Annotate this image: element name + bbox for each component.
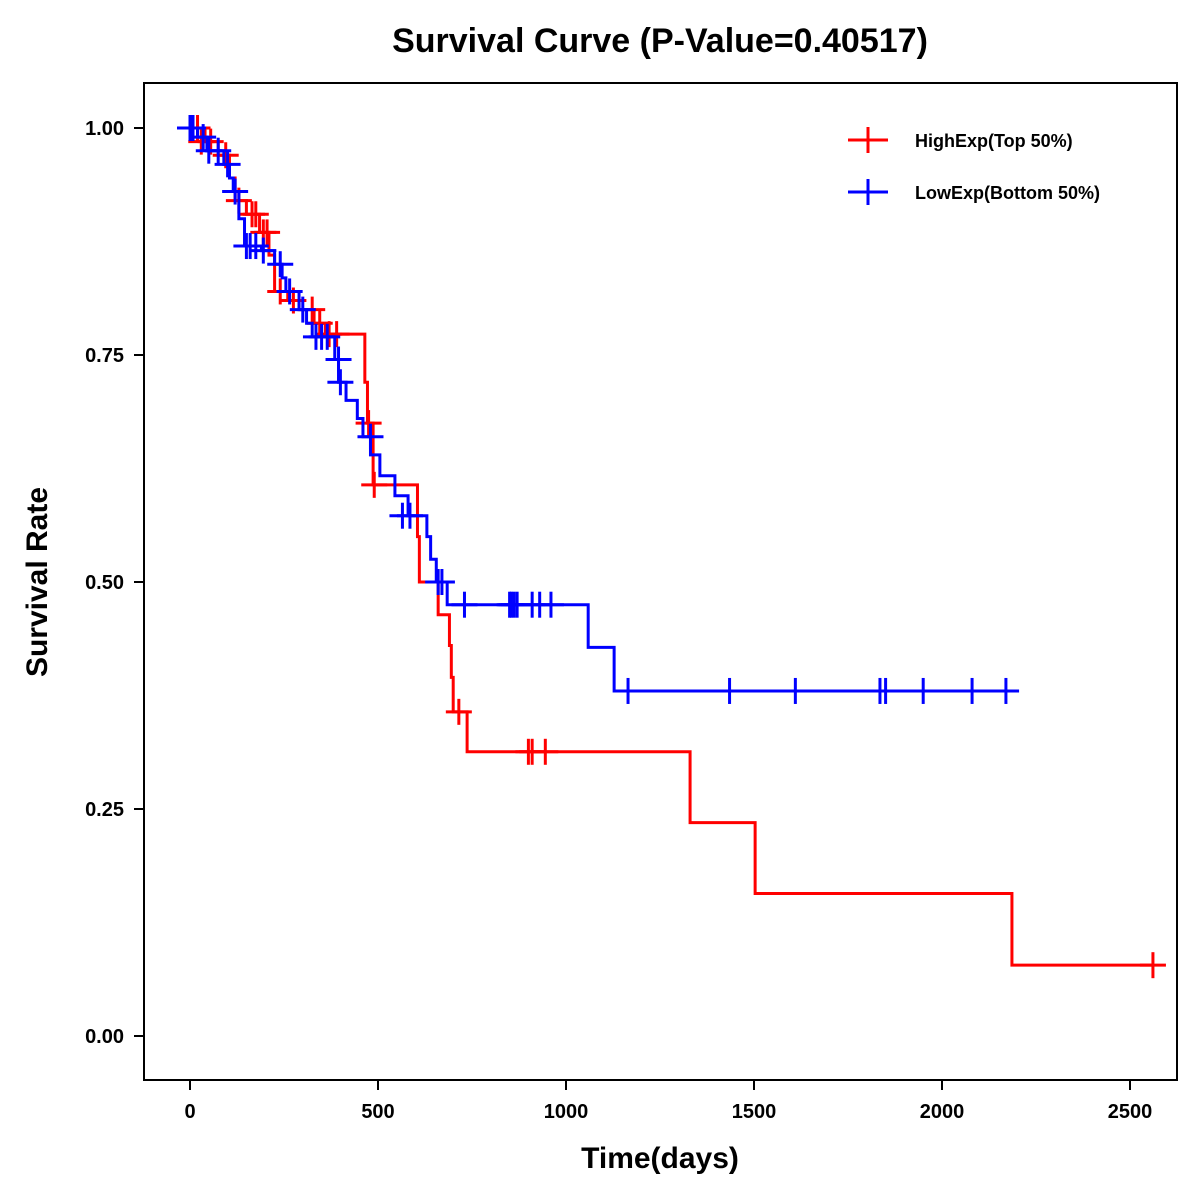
x-tick-label: 1000 [544,1101,589,1123]
censor-mark [910,677,937,704]
legend-label: LowExp(Bottom 50%) [915,183,1100,203]
censor-mark [327,369,354,396]
chart-title: Survival Curve (P-Value=0.40517) [392,22,928,60]
censor-mark [267,251,294,278]
y-tick-label: 0.25 [85,799,124,821]
y-tick-label: 0.75 [85,345,124,367]
y-tick-label: 0.00 [85,1026,124,1048]
censor-mark [532,738,559,765]
censor-mark [445,698,472,725]
survival-step-line [190,126,1153,967]
censor-mark [396,502,423,529]
censor-mark [357,423,384,450]
legend: HighExp(Top 50%) LowExp(Bottom 50%) [848,127,1100,205]
x-tick-label: 0 [184,1101,195,1123]
series-layer [177,115,1166,979]
legend-label: HighExp(Top 50%) [915,131,1073,151]
y-axis-label: Survival Rate [21,487,54,677]
censor-mark [716,677,743,704]
censor-mark [992,677,1019,704]
censor-mark [222,178,249,205]
censor-mark [872,677,899,704]
censor-mark [428,569,455,595]
censor-mark [325,346,352,373]
censor-mark [289,296,316,323]
censor-mark [242,201,269,228]
legend-cross-icon [848,179,888,205]
censor-mark [314,323,341,350]
x-tick-label: 500 [361,1101,394,1123]
censor-mark [537,591,564,618]
censor-mark [782,677,809,704]
x-axis: 0 500 1000 1500 2000 2500 [184,1080,1152,1123]
series-low-exp [177,115,1020,704]
censor-mark [276,278,303,305]
plot-frame [143,82,1178,1081]
censor-mark [254,219,281,246]
censor-mark [190,124,217,151]
legend-item: HighExp(Top 50%) [848,127,1073,153]
censor-mark [214,151,241,178]
y-axis: 0.00 0.25 0.50 0.75 1.00 [85,118,144,1048]
censor-mark [1139,952,1166,979]
censor-mark [959,677,986,704]
y-tick-label: 1.00 [85,118,124,140]
x-axis-label: Time(days) [581,1142,739,1175]
legend-item: LowExp(Bottom 50%) [848,179,1100,205]
x-tick-label: 1500 [732,1101,777,1123]
censor-mark [205,137,232,164]
censor-mark [250,237,277,264]
series-high-exp [184,115,1166,979]
censor-mark [361,471,388,498]
y-tick-label: 0.50 [85,572,124,594]
x-tick-label: 2000 [920,1101,965,1123]
survival-step-line [190,126,1020,693]
censor-mark [615,677,642,704]
legend-cross-icon [848,127,888,153]
censor-mark [451,591,478,618]
censor-mark [355,410,382,437]
x-tick-label: 2500 [1108,1101,1153,1123]
